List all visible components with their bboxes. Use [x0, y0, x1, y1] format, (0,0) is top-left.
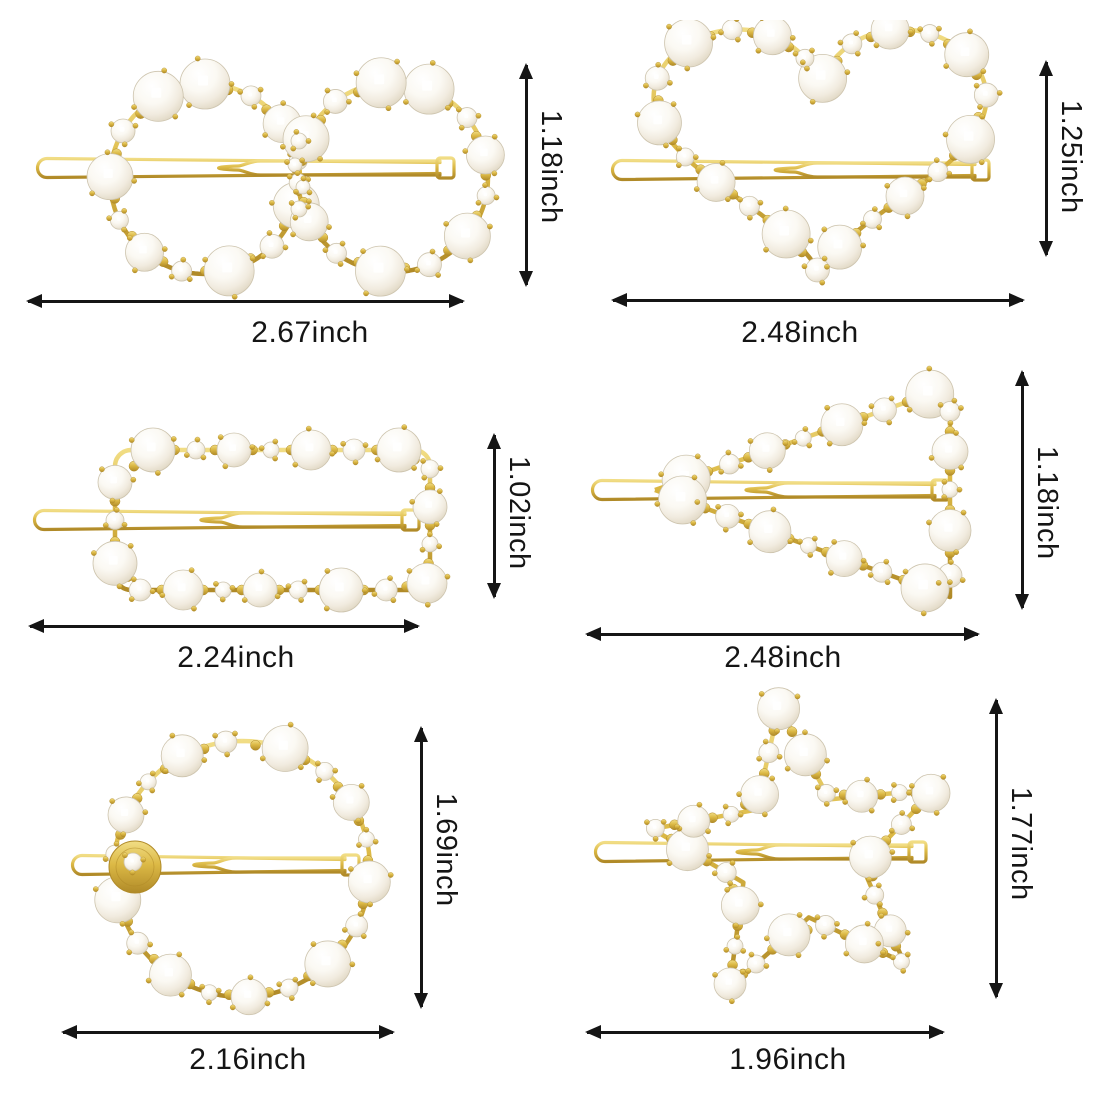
triangle-width-arrow — [585, 627, 980, 641]
circle-height-arrow — [414, 726, 428, 1009]
heart-width-arrow — [611, 293, 1025, 307]
triangle-height-arrow — [1015, 370, 1029, 610]
heart-height-arrow — [1039, 60, 1053, 257]
circle-width-arrow — [61, 1025, 395, 1039]
rectangle-clip-photo — [32, 424, 451, 613]
triangle-clip-photo — [590, 365, 972, 617]
rectangle-width-label: 2.24inch — [177, 641, 295, 674]
heart-width-label: 2.48inch — [741, 316, 859, 349]
bow-width-arrow — [26, 294, 465, 308]
star-clip-photo — [593, 687, 951, 1005]
heart-clip-photo — [610, 20, 1003, 286]
star-height-label: 1.77inch — [1005, 787, 1037, 901]
star-width-arrow — [585, 1025, 945, 1039]
circle-width-label: 2.16inch — [189, 1043, 307, 1076]
star-width-label: 1.96inch — [729, 1043, 847, 1076]
rectangle-width-arrow — [28, 619, 420, 633]
circle-clip-photo — [70, 721, 394, 1016]
bow-height-arrow — [519, 63, 533, 287]
bow-width-label: 2.67inch — [251, 316, 369, 349]
rectangle-height-arrow — [487, 433, 501, 599]
bow-clip-photo — [35, 55, 505, 300]
star-height-arrow — [989, 698, 1003, 999]
triangle-width-label: 2.48inch — [724, 641, 842, 674]
